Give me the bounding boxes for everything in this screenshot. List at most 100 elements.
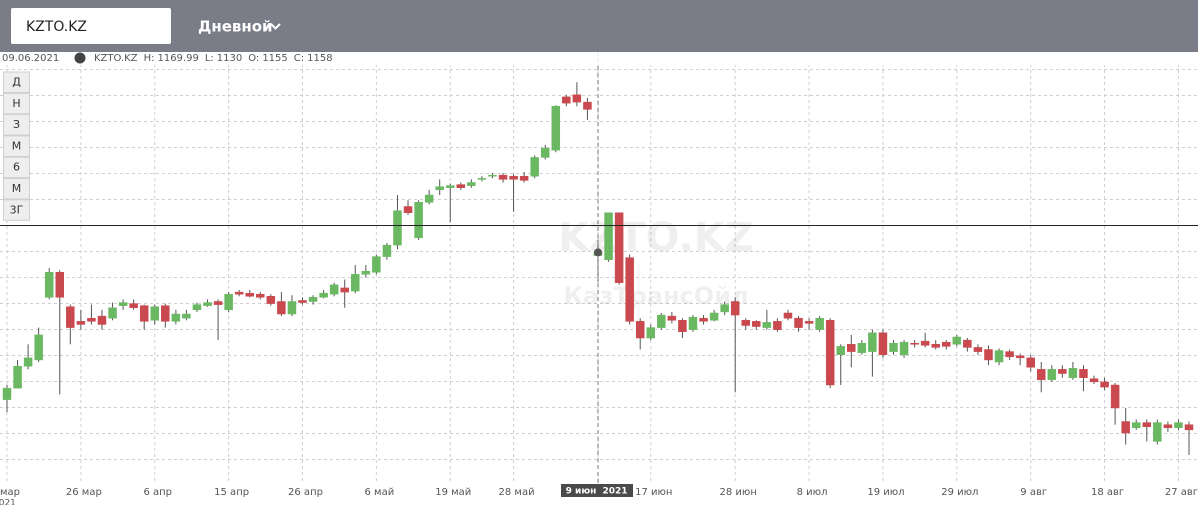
dropdown-chevron[interactable] [270, 23, 281, 30]
candle-body [456, 184, 466, 188]
candle-body [540, 147, 550, 158]
x-tick-label: 15 апр [214, 487, 249, 498]
period-button[interactable] [3, 92, 30, 115]
crosshair [0, 52, 1198, 484]
candle-body [171, 313, 181, 322]
candle-body [657, 314, 666, 328]
candle-body [519, 175, 529, 181]
candle-body [709, 312, 719, 321]
candle-body [678, 320, 687, 333]
candle-body [857, 342, 867, 353]
candle-body [129, 303, 138, 309]
candle-body [1142, 422, 1152, 428]
candle-body [414, 202, 423, 239]
candle-body [899, 341, 909, 355]
candle-body [614, 212, 624, 283]
candle-body [467, 182, 476, 186]
candle-body [889, 342, 898, 352]
candle-body [256, 293, 265, 298]
candle-body [752, 321, 761, 327]
candle-body [1079, 369, 1088, 378]
candle-body [224, 293, 233, 311]
legend-value: 1158 [307, 53, 332, 64]
candle-body [182, 313, 191, 319]
candle-body [118, 302, 128, 306]
candle-body [762, 322, 772, 328]
candle-body [498, 174, 508, 180]
period-button[interactable] [3, 71, 30, 93]
candle-body [1058, 369, 1067, 374]
candle-body [720, 304, 729, 313]
candle-body [635, 321, 645, 339]
candle-body [794, 317, 803, 328]
candle-body [213, 301, 223, 305]
legend-label: O: [248, 53, 259, 64]
candle-body [783, 312, 793, 319]
period-button-label: З [13, 118, 20, 131]
candle-body [699, 317, 708, 322]
candle-body [393, 210, 402, 246]
candle-body [1184, 424, 1194, 431]
x-tick-label: 17 июн [635, 487, 672, 498]
candle-body [1026, 357, 1035, 368]
crosshair-date: 9 июн [566, 487, 597, 497]
period-button[interactable] [3, 114, 30, 136]
candle-body [836, 346, 845, 355]
candle-body [44, 272, 54, 298]
period-button[interactable] [3, 156, 30, 179]
candle-body [87, 317, 96, 322]
period-button-label: 3Г [10, 203, 24, 216]
candle-body [372, 256, 381, 273]
candle-body [994, 350, 1004, 363]
candle-body [340, 287, 349, 293]
candle-body [266, 296, 276, 304]
legend: 09.06.2021 KZTO.KZ H: 1169.99 L: 1130 O: 1155 C… [2, 52, 333, 64]
candle-body [1163, 424, 1173, 429]
period-button-label: М [12, 139, 22, 152]
legend-background [0, 52, 1198, 65]
candle-body [688, 316, 698, 330]
candle-body [1037, 369, 1046, 381]
interval-select[interactable]: Дневной [198, 18, 273, 36]
candle-body [192, 304, 202, 311]
ticker-input[interactable] [11, 8, 171, 44]
candle-body [351, 274, 360, 292]
candle-body [815, 317, 824, 330]
candle-body [825, 320, 835, 386]
candle-body [984, 349, 993, 361]
candle-body [604, 212, 613, 260]
x-axis: мар 26 мар 6 апр 15 апр 26 апр 6 май 19 май 28 … [0, 484, 1198, 505]
candle-body [23, 357, 33, 367]
candle-body [878, 332, 888, 355]
candle-body [847, 344, 856, 352]
candle-body [1121, 421, 1130, 434]
x-tick-label: 26 мар [66, 487, 102, 498]
candle-body [277, 301, 286, 315]
candle-body [76, 321, 86, 325]
candle-body [13, 365, 22, 389]
x-tick-label: 28 июн [720, 487, 757, 498]
x-tick-label: 27 авг [1165, 487, 1198, 498]
candle-body [1089, 378, 1099, 383]
period-button[interactable] [3, 178, 30, 200]
x-tick-label: 28 май [499, 487, 535, 498]
legend-value: 1130 [217, 53, 242, 64]
toolbar [0, 0, 1198, 52]
legend-label: C: [294, 53, 304, 64]
candle-body [245, 292, 254, 297]
period-button[interactable] [3, 199, 30, 221]
candle-body [1153, 422, 1162, 442]
watermark: KZTO.KZ [558, 215, 754, 261]
period-button[interactable] [3, 135, 30, 157]
candle-body [319, 292, 328, 298]
candle-body [97, 315, 107, 325]
ticker-input-text: KZTO.KZ [26, 19, 87, 35]
legend-value: 1155 [262, 53, 287, 64]
x-tick-label: 19 июл [867, 487, 904, 498]
candle-body [55, 272, 65, 298]
candle-body [942, 341, 951, 347]
watermark-layer: KZTO.KZ КазТрансОйл [558, 215, 754, 310]
